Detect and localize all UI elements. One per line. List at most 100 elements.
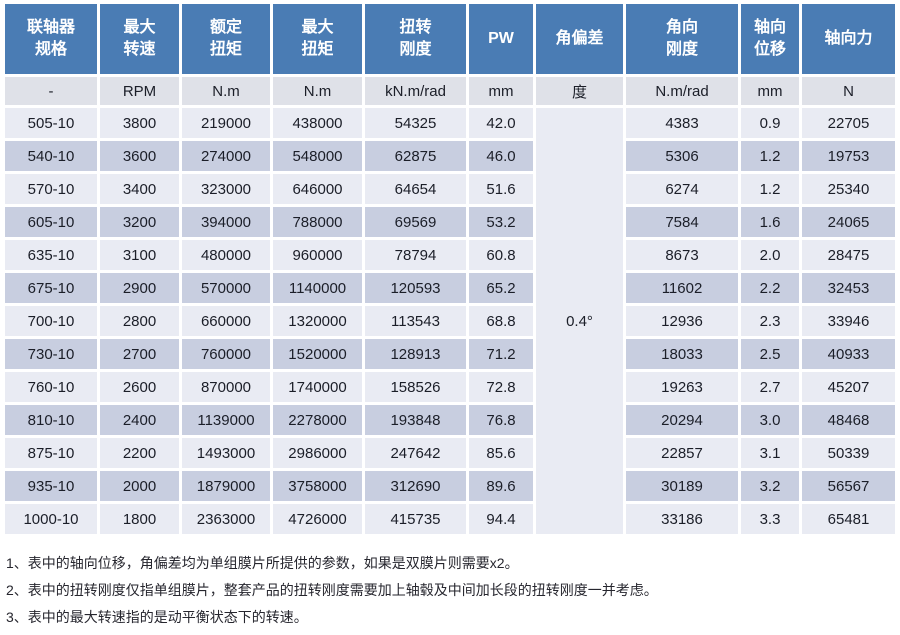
cell-angular-stiffness: 18033 [626,339,738,369]
cell-axial-displacement: 3.3 [741,504,799,534]
table-row: 700-10 2800 660000 1320000 113543 68.8 12936 2.… [5,306,895,336]
col-header-angular-deviation: 角偏差 [536,4,623,74]
col-unit-axial-force: N [802,77,895,105]
cell-spec: 635-10 [5,240,97,270]
col-header-angular-stiffness: 角向 刚度 [626,4,738,74]
col-unit-torsional-stiffness: kN.m/rad [365,77,466,105]
cell-max-speed: 1800 [100,504,179,534]
cell-rated-torque: 870000 [182,372,270,402]
cell-max-torque: 1740000 [273,372,362,402]
cell-max-torque: 1320000 [273,306,362,336]
cell-spec: 875-10 [5,438,97,468]
cell-max-speed: 3400 [100,174,179,204]
cell-axial-displacement: 2.7 [741,372,799,402]
cell-spec: 810-10 [5,405,97,435]
cell-axial-force: 32453 [802,273,895,303]
cell-axial-displacement: 3.2 [741,471,799,501]
cell-angular-stiffness: 22857 [626,438,738,468]
table-row: 935-10 2000 1879000 3758000 312690 89.6 30189 3… [5,471,895,501]
cell-spec: 1000-10 [5,504,97,534]
cell-axial-force: 33946 [802,306,895,336]
cell-torsional-stiffness: 193848 [365,405,466,435]
cell-max-torque: 2986000 [273,438,362,468]
cell-max-speed: 2200 [100,438,179,468]
footnotes: 1、表中的轴向位移，角偏差均为单组膜片所提供的参数，如果是双膜片则需要x2。 2、… [6,550,900,631]
cell-rated-torque: 323000 [182,174,270,204]
cell-max-torque: 646000 [273,174,362,204]
cell-spec: 675-10 [5,273,97,303]
cell-axial-force: 19753 [802,141,895,171]
cell-pw: 94.4 [469,504,533,534]
cell-axial-displacement: 1.2 [741,174,799,204]
cell-angular-stiffness: 20294 [626,405,738,435]
cell-torsional-stiffness: 78794 [365,240,466,270]
cell-rated-torque: 660000 [182,306,270,336]
cell-angular-stiffness: 19263 [626,372,738,402]
cell-rated-torque: 219000 [182,108,270,138]
cell-pw: 60.8 [469,240,533,270]
col-header-rated-torque: 额定 扭矩 [182,4,270,74]
cell-spec: 570-10 [5,174,97,204]
cell-torsional-stiffness: 120593 [365,273,466,303]
cell-spec: 935-10 [5,471,97,501]
cell-angular-stiffness: 33186 [626,504,738,534]
cell-pw: 65.2 [469,273,533,303]
col-unit-max-torque: N.m [273,77,362,105]
cell-rated-torque: 480000 [182,240,270,270]
col-unit-axial-displacement: mm [741,77,799,105]
cell-torsional-stiffness: 128913 [365,339,466,369]
col-header-max-speed: 最大 转速 [100,4,179,74]
cell-pw: 76.8 [469,405,533,435]
col-unit-max-speed: RPM [100,77,179,105]
col-header-torsional-stiffness: 扭转 刚度 [365,4,466,74]
footnote-2: 2、表中的扭转刚度仅指单组膜片，整套产品的扭转刚度需要加上轴毂及中间加长段的扭转… [6,582,658,598]
table-row: 730-10 2700 760000 1520000 128913 71.2 18033 2.… [5,339,895,369]
cell-max-speed: 2700 [100,339,179,369]
footnote-3: 3、表中的最大转速指的是动平衡状态下的转速。 [6,609,308,625]
cell-angular-stiffness: 5306 [626,141,738,171]
cell-max-speed: 2800 [100,306,179,336]
cell-axial-force: 45207 [802,372,895,402]
cell-rated-torque: 1879000 [182,471,270,501]
col-header-spec: 联轴器 规格 [5,4,97,74]
col-unit-rated-torque: N.m [182,77,270,105]
cell-axial-displacement: 2.5 [741,339,799,369]
cell-axial-displacement: 2.0 [741,240,799,270]
cell-max-torque: 548000 [273,141,362,171]
cell-rated-torque: 2363000 [182,504,270,534]
table-row: 540-10 3600 274000 548000 62875 46.0 5306 1.2 19… [5,141,895,171]
cell-spec: 540-10 [5,141,97,171]
table-body: 505-10 3800 219000 438000 54325 42.0 0.4° 4383 0… [5,108,895,534]
cell-axial-displacement: 1.2 [741,141,799,171]
cell-max-speed: 2600 [100,372,179,402]
cell-rated-torque: 274000 [182,141,270,171]
table-row: 635-10 3100 480000 960000 78794 60.8 8673 2.0 28… [5,240,895,270]
cell-max-torque: 960000 [273,240,362,270]
cell-torsional-stiffness: 69569 [365,207,466,237]
cell-pw: 85.6 [469,438,533,468]
cell-spec: 760-10 [5,372,97,402]
cell-max-torque: 788000 [273,207,362,237]
cell-spec: 730-10 [5,339,97,369]
cell-axial-force: 28475 [802,240,895,270]
cell-max-torque: 2278000 [273,405,362,435]
cell-torsional-stiffness: 54325 [365,108,466,138]
cell-axial-force: 56567 [802,471,895,501]
table-row: 810-10 2400 1139000 2278000 193848 76.8 20294 3… [5,405,895,435]
footnote-1: 1、表中的轴向位移，角偏差均为单组膜片所提供的参数，如果是双膜片则需要x2。 [6,555,519,571]
cell-angular-stiffness: 11602 [626,273,738,303]
col-header-max-torque: 最大 扭矩 [273,4,362,74]
cell-axial-force: 48468 [802,405,895,435]
cell-axial-force: 50339 [802,438,895,468]
cell-spec: 505-10 [5,108,97,138]
cell-rated-torque: 760000 [182,339,270,369]
cell-axial-displacement: 2.3 [741,306,799,336]
table-row: 570-10 3400 323000 646000 64654 51.6 6274 1.2 25… [5,174,895,204]
col-unit-spec: - [5,77,97,105]
cell-axial-displacement: 2.2 [741,273,799,303]
cell-max-torque: 4726000 [273,504,362,534]
coupling-spec-table: 联轴器 规格 最大 转速 额定 扭矩 最大 扭矩 扭转 刚度 PW 角偏差 角向 刚度 轴向 位… [2,1,898,537]
col-header-axial-displacement: 轴向 位移 [741,4,799,74]
table-row: 1000-10 1800 2363000 4726000 415735 94.4 33186… [5,504,895,534]
